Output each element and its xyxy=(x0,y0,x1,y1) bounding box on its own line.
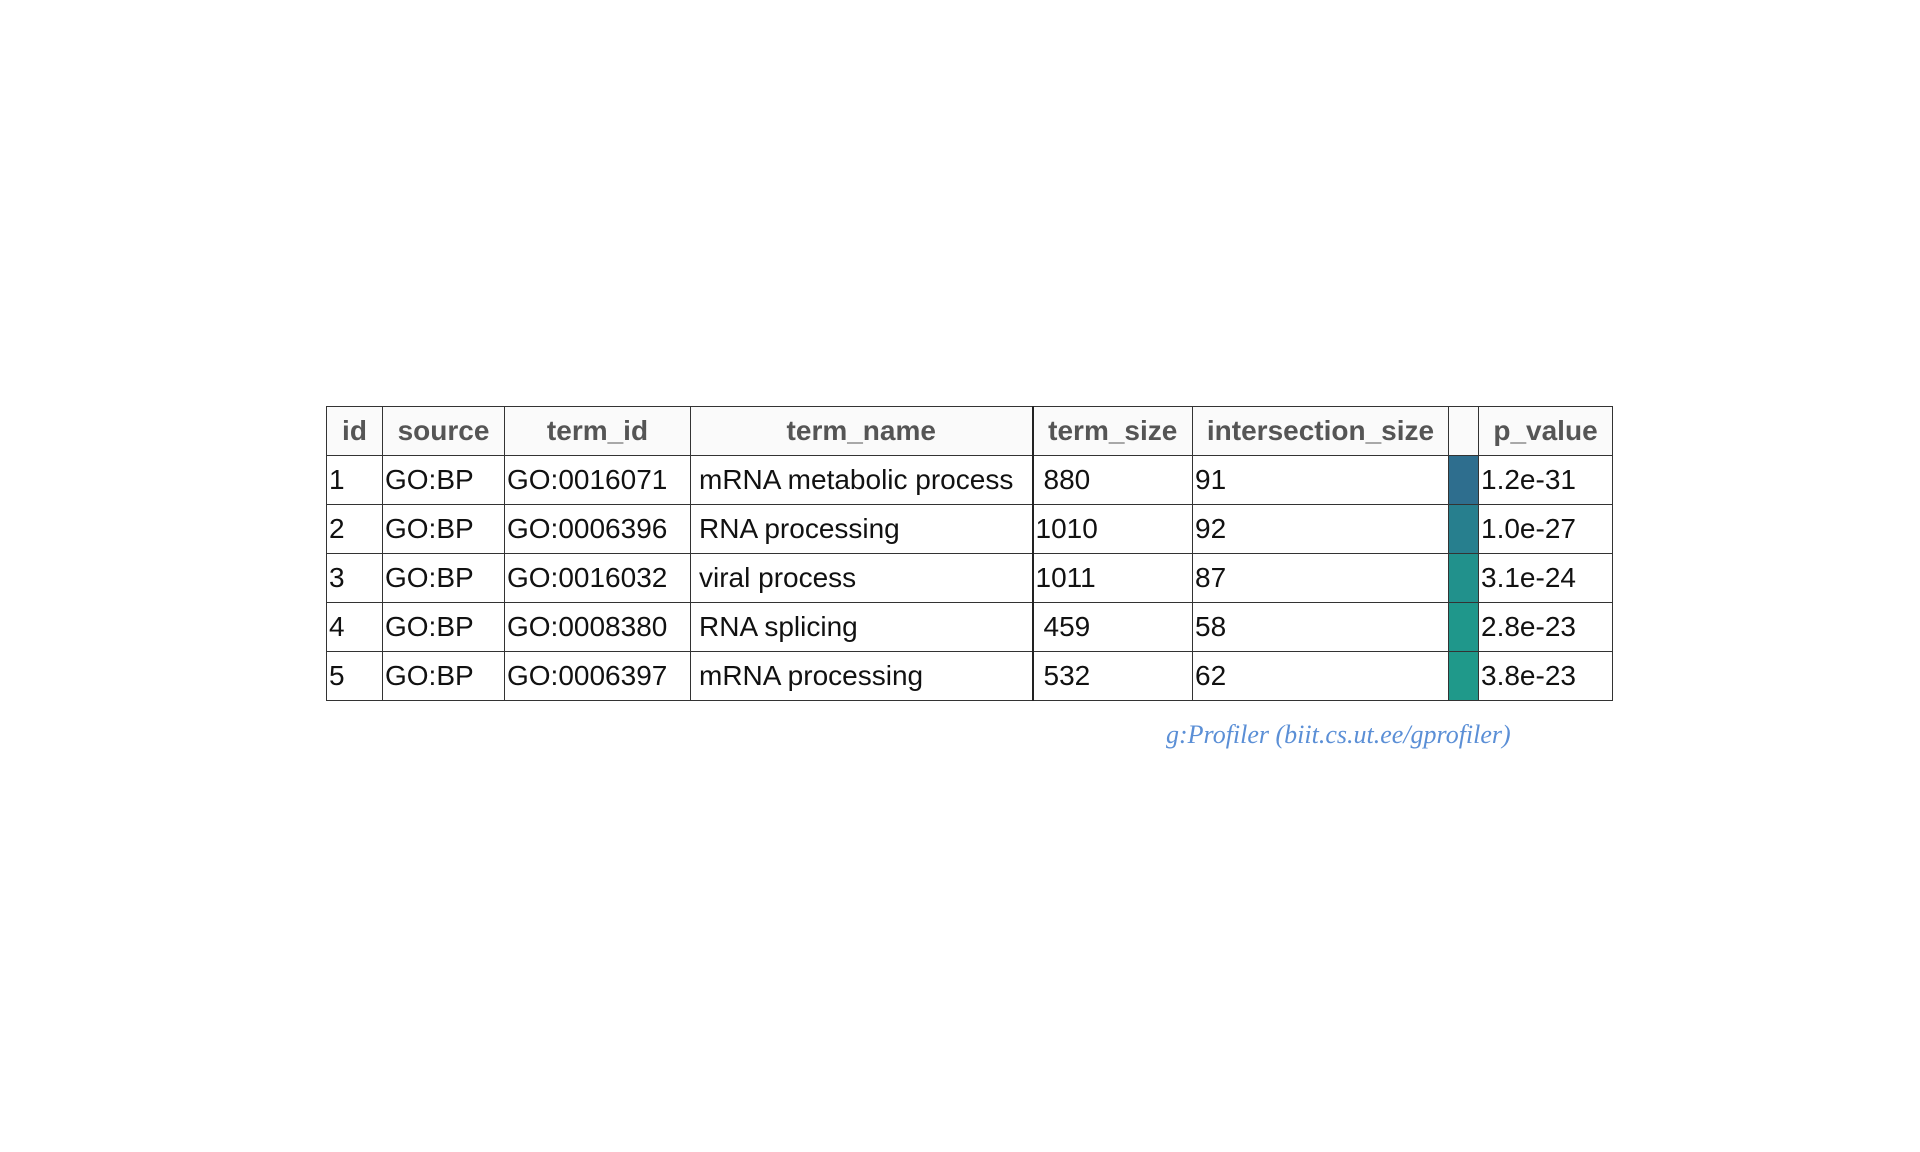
cell-term-size: 880 xyxy=(1031,455,1193,505)
cell-p-value: 3.1e-24 xyxy=(1478,553,1613,603)
cell-term-name: mRNA metabolic process xyxy=(690,455,1033,505)
cell-p-value: 3.8e-23 xyxy=(1478,651,1613,701)
cell-term-name: viral process xyxy=(690,553,1033,603)
cell-term-id: GO:0016071 xyxy=(504,455,691,505)
cell-source: GO:BP xyxy=(382,455,505,505)
header-source: source xyxy=(382,406,505,456)
header-color xyxy=(1448,406,1479,456)
cell-term-id: GO:0006396 xyxy=(504,504,691,554)
cell-id: 2 xyxy=(326,504,383,554)
cell-color-swatch xyxy=(1448,455,1479,505)
header-p-value: p_value xyxy=(1478,406,1613,456)
cell-term-id: GO:0006397 xyxy=(504,651,691,701)
header-term-name: term_name xyxy=(690,406,1033,456)
gprofiler-credit: g:Profiler (biit.cs.ut.ee/gprofiler) xyxy=(1166,720,1511,749)
cell-term-id: GO:0016032 xyxy=(504,553,691,603)
cell-term-size: 1011 xyxy=(1031,553,1193,603)
cell-id: 4 xyxy=(326,602,383,652)
table-row: 4 GO:BP GO:0008380 RNA splicing 459 58 2.8e-23 xyxy=(326,602,1613,652)
table-row: 3 GO:BP GO:0016032 viral process 1011 87 3.1e-… xyxy=(326,553,1613,603)
cell-source: GO:BP xyxy=(382,553,505,603)
cell-source: GO:BP xyxy=(382,651,505,701)
cell-color-swatch xyxy=(1448,504,1479,554)
cell-id: 3 xyxy=(326,553,383,603)
cell-term-name: mRNA processing xyxy=(690,651,1033,701)
enrichment-table: id source term_id term_name term_size in… xyxy=(326,406,1613,701)
cell-color-swatch xyxy=(1448,602,1479,652)
cell-p-value: 2.8e-23 xyxy=(1478,602,1613,652)
cell-term-size: 532 xyxy=(1031,651,1193,701)
header-row: id source term_id term_name term_size in… xyxy=(326,406,1613,456)
cell-intersection-size: 62 xyxy=(1192,651,1449,701)
cell-source: GO:BP xyxy=(382,602,505,652)
cell-color-swatch xyxy=(1448,553,1479,603)
cell-source: GO:BP xyxy=(382,504,505,554)
cell-id: 1 xyxy=(326,455,383,505)
cell-term-id: GO:0008380 xyxy=(504,602,691,652)
cell-term-size: 1010 xyxy=(1031,504,1193,554)
cell-term-name: RNA splicing xyxy=(690,602,1033,652)
table-row: 1 GO:BP GO:0016071 mRNA metabolic process 88… xyxy=(326,455,1613,505)
cell-term-size: 459 xyxy=(1031,602,1193,652)
cell-color-swatch xyxy=(1448,651,1479,701)
cell-id: 5 xyxy=(326,651,383,701)
cell-intersection-size: 87 xyxy=(1192,553,1449,603)
header-term-size: term_size xyxy=(1031,406,1193,456)
cell-p-value: 1.0e-27 xyxy=(1478,504,1613,554)
header-intersection-size: intersection_size xyxy=(1192,406,1449,456)
cell-p-value: 1.2e-31 xyxy=(1478,455,1613,505)
header-term-id: term_id xyxy=(504,406,691,456)
table-row: 2 GO:BP GO:0006396 RNA processing 1010 92 1.0e… xyxy=(326,504,1613,554)
table-row: 5 GO:BP GO:0006397 mRNA processing 532 62 3.8e… xyxy=(326,651,1613,701)
header-id: id xyxy=(326,406,383,456)
cell-intersection-size: 58 xyxy=(1192,602,1449,652)
cell-term-name: RNA processing xyxy=(690,504,1033,554)
cell-intersection-size: 92 xyxy=(1192,504,1449,554)
cell-intersection-size: 91 xyxy=(1192,455,1449,505)
